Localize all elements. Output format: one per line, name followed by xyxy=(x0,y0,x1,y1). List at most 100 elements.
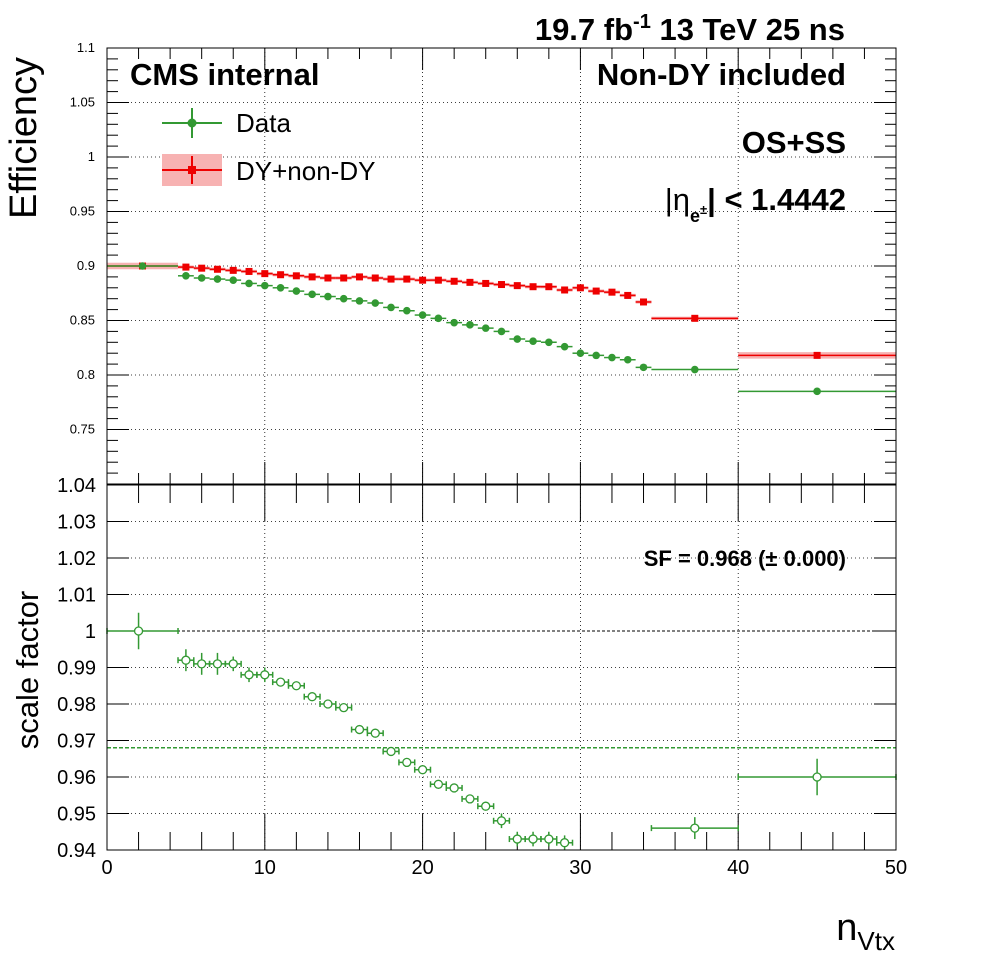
efficiency-y-tick-label: 1 xyxy=(88,149,95,164)
scale-factor-y-tick-label: 0.97 xyxy=(57,731,96,753)
x-axis-title: nVtx xyxy=(836,907,895,956)
data-point xyxy=(592,351,600,360)
x-tick-label: 20 xyxy=(411,857,433,879)
scale-factor-axis-title: scale factor xyxy=(10,591,45,750)
data-point xyxy=(261,281,269,290)
sf-point xyxy=(690,823,700,833)
legend-mc-label: DY+non-DY xyxy=(236,156,375,186)
data-point xyxy=(213,275,222,283)
data-point xyxy=(691,365,699,374)
sf-point xyxy=(417,765,428,775)
efficiency-y-tick-label: 0.8 xyxy=(77,367,95,382)
sf-point xyxy=(465,794,475,804)
sf-point xyxy=(133,626,144,636)
sf-point xyxy=(260,670,270,680)
x-tick-label: 0 xyxy=(101,857,112,879)
scale-factor-y-tick-label: 1.02 xyxy=(57,548,96,570)
sf-point xyxy=(354,724,365,735)
scale-factor-y-tick-label: 0.94 xyxy=(57,840,96,862)
x-tick-label: 50 xyxy=(885,857,907,879)
data-point xyxy=(197,274,206,282)
data-point xyxy=(608,353,616,362)
sf-summary-label: SF = 0.968 (± 0.000) xyxy=(644,546,846,571)
scale-factor-y-tick-label: 0.99 xyxy=(57,658,96,680)
efficiency-y-tick-label: 0.9 xyxy=(77,258,95,273)
sf-point xyxy=(481,801,491,811)
efficiency-frame xyxy=(106,47,897,485)
mc-point xyxy=(545,283,553,291)
data-point xyxy=(138,262,147,270)
data-point xyxy=(497,327,506,336)
mc-point xyxy=(229,266,237,274)
eta-cut-label: |ηe±| < 1.4442 xyxy=(665,182,846,226)
sf-point xyxy=(323,699,333,709)
sf-point xyxy=(370,728,380,738)
x-tick-label: 30 xyxy=(569,857,591,879)
scale-factor-y-tick-label: 1.01 xyxy=(57,585,96,607)
mc-point xyxy=(434,276,442,284)
data-point xyxy=(576,349,585,358)
mc-point xyxy=(292,272,300,280)
mc-point xyxy=(482,279,490,287)
mc-point xyxy=(466,278,474,286)
sf-point xyxy=(386,746,396,757)
legend-mc-marker xyxy=(188,166,196,174)
data-point xyxy=(529,337,537,346)
mc-point xyxy=(640,298,648,306)
sf-point xyxy=(528,834,538,844)
efficiency-ticks xyxy=(106,47,897,485)
legend: Data DY+non-DY xyxy=(162,108,375,186)
data-point xyxy=(371,299,380,307)
efficiency-y-tick-label: 0.75 xyxy=(70,422,95,437)
mc-point xyxy=(419,276,427,284)
efficiency-grid xyxy=(107,48,896,484)
mc-point xyxy=(813,351,821,359)
scale-factor-y-tick-label: 1.04 xyxy=(57,475,96,497)
mc-point xyxy=(371,274,379,282)
sf-point xyxy=(496,816,507,826)
legend-data-entry: Data xyxy=(162,108,291,138)
mc-point xyxy=(245,267,253,275)
scale-factor-y-tick-labels: 0.94 0.95 0.96 0.97 0.98 0.99 1 1.01 1.02 1.03 1.0… xyxy=(57,475,96,862)
mc-point xyxy=(324,274,332,282)
data-point xyxy=(450,318,458,327)
efficiency-panel: 0.75 0.8 0.85 0.9 0.95 1 1.05 1.1 xyxy=(70,40,897,485)
non-dy-label: Non-DY included xyxy=(597,57,846,92)
data-point xyxy=(403,306,411,315)
scale-factor-y-tick-label: 0.96 xyxy=(57,767,96,789)
mc-point xyxy=(450,277,458,285)
sf-point xyxy=(307,692,317,702)
data-point xyxy=(182,272,190,280)
efficiency-y-tick-label: 0.85 xyxy=(70,313,95,328)
sf-point xyxy=(228,659,238,669)
mc-point xyxy=(576,284,584,292)
mc-point xyxy=(261,270,269,278)
efficiency-y-tick-label: 1.1 xyxy=(77,40,95,55)
sf-point xyxy=(275,677,286,687)
data-point xyxy=(545,338,553,347)
scale-factor-panel: 0.94 0.95 0.96 0.97 0.98 0.99 1 1.01 1.02 1.03 1.0… xyxy=(57,475,907,879)
mc-point xyxy=(355,273,363,281)
sf-point xyxy=(291,681,302,691)
mc-point xyxy=(182,263,190,271)
scale-factor-y-tick-label: 0.95 xyxy=(57,804,96,826)
data-point xyxy=(513,335,522,343)
data-point xyxy=(387,303,395,312)
sf-point xyxy=(449,783,459,793)
legend-data-marker xyxy=(187,118,197,128)
mc-point xyxy=(277,271,285,279)
sf-point xyxy=(402,757,412,768)
mc-point xyxy=(213,265,221,273)
efficiency-y-tick-labels: 0.75 0.8 0.85 0.9 0.95 1 1.05 1.1 xyxy=(70,40,95,437)
sf-point xyxy=(512,834,522,844)
scale-factor-ticks xyxy=(106,484,897,851)
sf-point xyxy=(212,659,223,669)
data-point xyxy=(481,324,490,332)
sf-point xyxy=(433,779,444,789)
efficiency-data-marks xyxy=(107,262,896,396)
sf-point xyxy=(339,703,349,713)
sf-point xyxy=(812,772,822,782)
efficiency-axis-title: Efficiency xyxy=(3,57,45,219)
data-point xyxy=(292,287,301,295)
